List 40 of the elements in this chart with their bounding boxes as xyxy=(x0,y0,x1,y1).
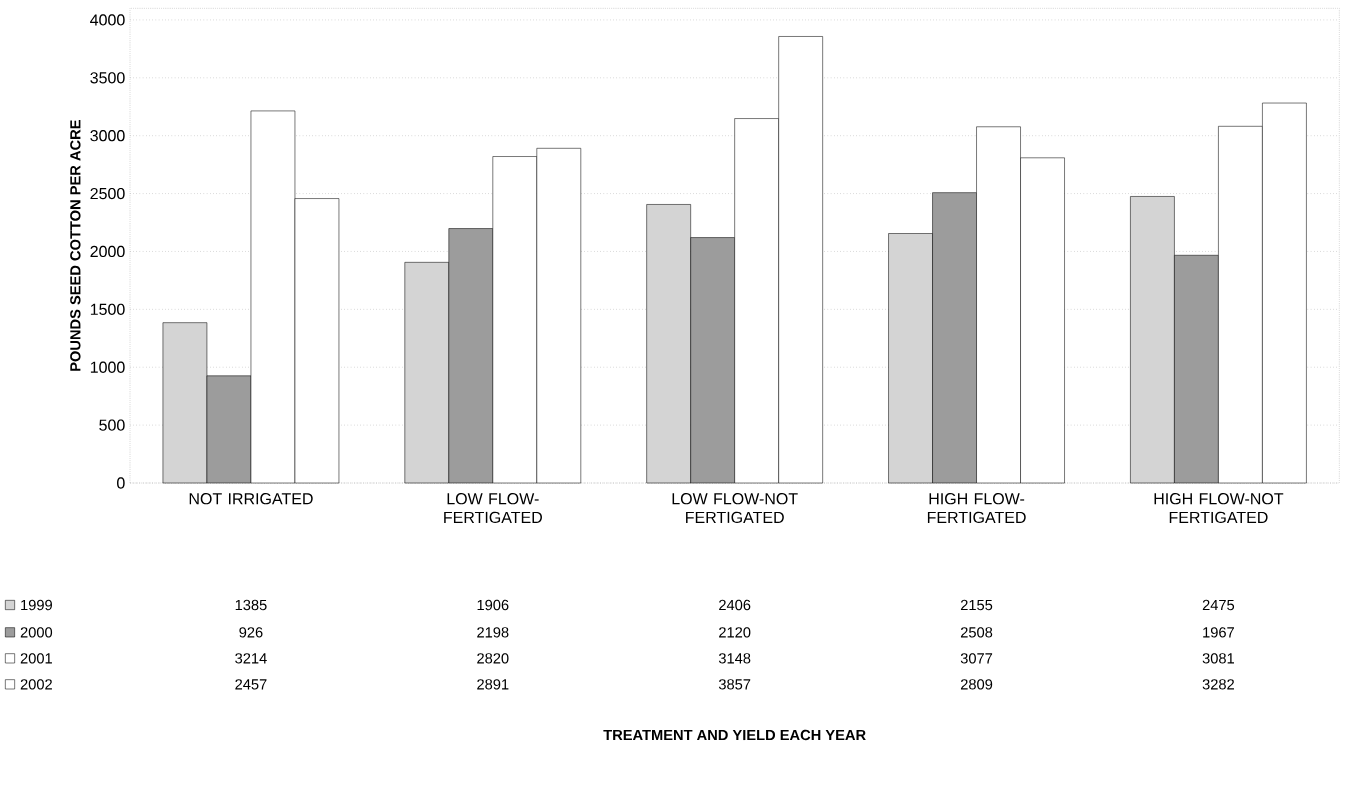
legend-label: 1999 xyxy=(21,599,52,611)
data-label: 2198 xyxy=(477,627,509,638)
data-label: 3857 xyxy=(718,679,751,690)
data-label: 3282 xyxy=(1202,679,1234,690)
data-label: 2891 xyxy=(477,679,509,690)
y-tick-label: 0 xyxy=(117,477,125,489)
x-tick-label: LOW FLOW-FERTIGATED xyxy=(444,493,542,524)
data-label: 2508 xyxy=(960,627,993,638)
data-label: 2809 xyxy=(960,679,993,690)
legend-label: 2000 xyxy=(20,627,53,638)
y-tick-label: 2500 xyxy=(90,187,125,200)
data-label: 2475 xyxy=(1202,599,1235,611)
y-tick-label: 3500 xyxy=(90,72,125,84)
x-tick-label: HIGH FLOW-FERTIGATED xyxy=(927,493,1026,524)
data-label: 3148 xyxy=(718,653,751,664)
y-tick-label: 1500 xyxy=(90,303,125,315)
y-tick-label: 500 xyxy=(99,419,125,431)
x-tick-label: LOW FLOW-NOT FERTIGATED xyxy=(672,493,798,524)
legend-label: 2002 xyxy=(20,679,52,690)
data-label: 1385 xyxy=(235,599,267,611)
y-tick-label: 4000 xyxy=(90,14,125,26)
x-tick-label: NOT IRRIGATED xyxy=(189,493,313,505)
data-label: 926 xyxy=(239,627,263,638)
x-tick-label: HIGH FLOW-NOT FERTIGATED xyxy=(1154,493,1284,524)
data-label: 2155 xyxy=(960,599,993,611)
legend-label: 2001 xyxy=(20,653,52,664)
data-label: 1906 xyxy=(477,599,509,611)
data-label: 3077 xyxy=(960,653,993,664)
text: TREATMENT AND YIELD EACH YEAR xyxy=(603,729,866,741)
y-axis-title: POUNDS SEED COTTON PER ACRE xyxy=(70,120,81,371)
data-label: 2120 xyxy=(719,627,751,638)
data-label: 2457 xyxy=(235,679,267,690)
data-label: 3081 xyxy=(1202,653,1234,664)
data-label: 3214 xyxy=(235,653,267,664)
data-label: 1967 xyxy=(1203,627,1234,638)
y-tick-label: 1000 xyxy=(90,361,125,373)
data-label: 2406 xyxy=(719,599,751,611)
y-tick-label: 3000 xyxy=(90,130,125,142)
y-tick-label: 2000 xyxy=(90,245,125,258)
data-label: 2820 xyxy=(477,653,509,664)
